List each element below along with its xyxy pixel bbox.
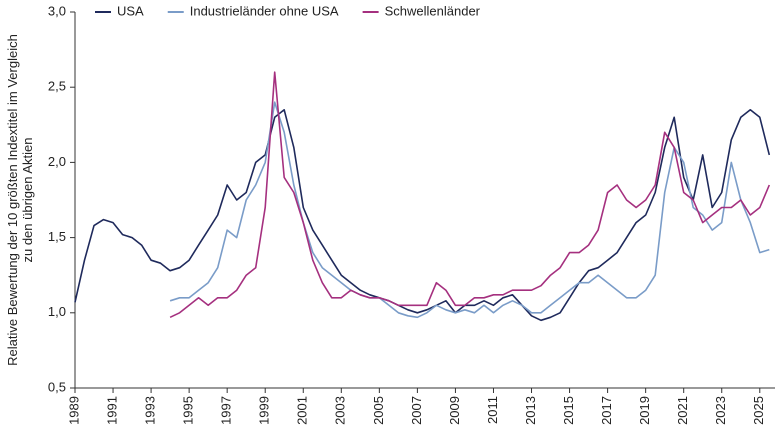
y-tick-label: 3,0	[48, 3, 66, 18]
y-tick-label: 0,5	[48, 379, 66, 394]
x-tick-label: 2003	[333, 396, 348, 425]
x-tick-label: 2017	[599, 396, 614, 425]
y-tick-label: 1,0	[48, 304, 66, 319]
legend-label: Schwellenländer	[385, 3, 481, 18]
x-tick-label: 2025	[751, 396, 766, 425]
x-tick-label: 1991	[104, 396, 119, 425]
x-tick-label: 2011	[485, 396, 500, 424]
x-tick-label: 1989	[66, 396, 81, 425]
y-tick-label: 1,5	[48, 229, 66, 244]
x-tick-label: 2015	[561, 396, 576, 425]
y-axis-label: Relative Bewertung der 10 größten Indext…	[5, 34, 35, 366]
series-line	[169, 71, 771, 319]
x-tick-label: 1999	[257, 396, 272, 425]
legend-label: USA	[117, 3, 144, 18]
y-axis-label-line: Relative Bewertung der 10 größten Indext…	[5, 34, 20, 366]
series-line	[169, 101, 770, 319]
x-tick-label: 2009	[447, 396, 462, 425]
x-tick-label: 2007	[409, 396, 424, 425]
y-axis-label-line: zu den übrigen Aktien	[20, 137, 35, 262]
x-tick-label: 2013	[523, 396, 538, 425]
y-tick-label: 2,5	[48, 79, 66, 94]
series-line	[74, 109, 771, 322]
y-tick-label: 2,0	[48, 154, 66, 169]
x-tick-label: 1995	[181, 396, 196, 425]
x-tick-label: 1993	[143, 396, 158, 425]
x-tick-label: 1997	[219, 396, 234, 425]
x-tick-label: 2019	[637, 396, 652, 425]
legend-label: Industrieländer ohne USA	[190, 3, 339, 18]
x-tick-label: 2021	[675, 396, 690, 425]
x-tick-label: 2005	[371, 396, 386, 425]
x-tick-label: 2023	[713, 396, 728, 425]
x-tick-label: 2001	[295, 396, 310, 425]
